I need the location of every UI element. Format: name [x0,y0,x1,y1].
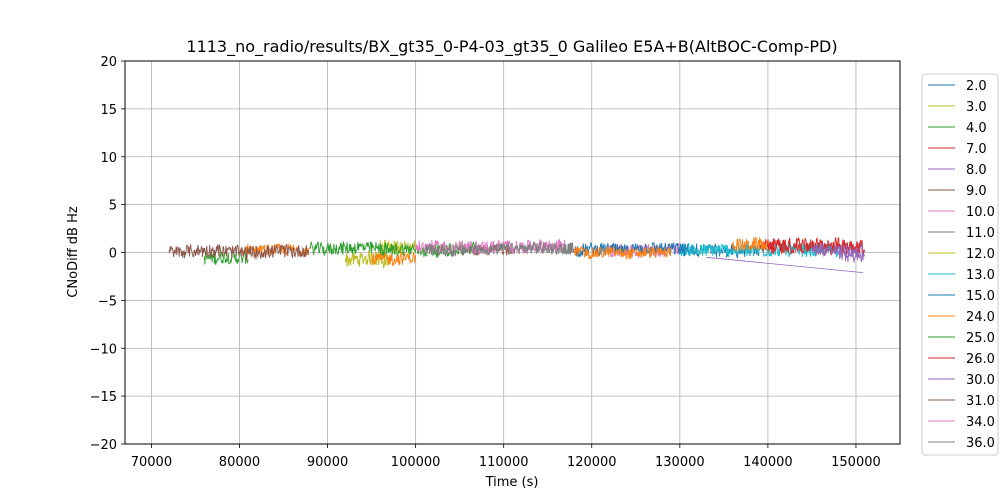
legend-label: 13.0 [966,268,995,283]
series-line [423,241,575,258]
series-25-0 [309,240,478,258]
series-line [371,251,416,267]
legend-label: 11.0 [966,226,995,241]
series-line [309,240,478,258]
y-tick-label: 10 [100,151,117,166]
legend-label: 26.0 [966,352,995,367]
y-tick-label: −10 [90,342,117,357]
series-trend-line [706,256,864,273]
x-tick-label: 120000 [567,455,617,470]
legend-label: 3.0 [966,100,987,115]
legend-label: 30.0 [966,373,995,388]
y-tick-label: −20 [90,438,117,453]
legend-label: 34.0 [966,415,995,430]
y-tick-label: −5 [98,294,117,309]
x-tick-label: 90000 [307,455,348,470]
x-tick-label: 80000 [219,455,260,470]
y-tick-label: 15 [100,103,117,118]
series-30-0 [811,242,864,259]
legend-label: 31.0 [966,394,995,409]
x-tick-label: 70000 [131,455,172,470]
legend-label: 9.0 [966,184,987,199]
series-31-0 [168,243,310,262]
x-tick-label: 150000 [831,455,881,470]
series-line [811,242,864,259]
legend-label: 12.0 [966,247,995,262]
legend-label: 36.0 [966,436,995,451]
x-tick-label: 130000 [655,455,705,470]
legend-label: 24.0 [966,310,995,325]
x-tick-label: 110000 [479,455,529,470]
y-tick-label: 20 [100,55,117,70]
y-tick-label: 0 [109,247,117,262]
legend-label: 4.0 [966,121,987,136]
y-tick-label: −15 [90,390,117,405]
legend-label: 7.0 [966,142,987,157]
x-axis-label: Time (s) [485,475,539,490]
x-tick-label: 100000 [391,455,441,470]
x-tick-label: 140000 [743,455,793,470]
y-tick-label: 5 [109,199,117,214]
legend-label: 25.0 [966,331,995,346]
series-line [168,243,310,262]
data-lines [168,236,866,273]
legend-label: 8.0 [966,163,987,178]
chart-title: 1113_no_radio/results/BX_gt35_0-P4-03_gt… [186,37,837,57]
legend: 2.0 3.0 4.0 7.0 8.0 9.0 10.0 11.0 12.0 13.0 15.0 24… [921,73,999,456]
legend-label: 2.0 [966,79,987,94]
legend-label: 15.0 [966,289,995,304]
axis-ticks: 70000 80000 90000 100000 110000 120000 130000 1… [90,55,881,470]
series-36-0 [423,241,575,258]
series-line [573,245,672,260]
y-axis-label: CNoDiff dB Hz [66,206,81,298]
legend-label: 10.0 [966,205,995,220]
series-line [732,236,768,252]
